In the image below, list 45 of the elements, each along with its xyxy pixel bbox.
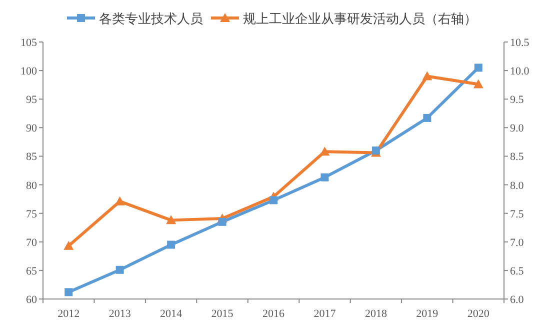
legend-label: 各类专业技术人员 (99, 12, 203, 27)
point (116, 266, 124, 274)
point (423, 114, 432, 122)
point (320, 173, 329, 182)
point (64, 288, 73, 296)
y-tick-label: 60 (26, 294, 38, 306)
y2-tick-label: 10.0 (510, 66, 530, 78)
point (114, 196, 125, 206)
point (474, 64, 482, 72)
y2-tick-label: 6.0 (510, 294, 524, 306)
x-tick-label: 2013 (108, 308, 132, 320)
y-tick-label: 100 (20, 66, 38, 78)
point (167, 240, 176, 249)
y-tick-label: 70 (26, 236, 38, 249)
point (320, 146, 330, 156)
point (473, 79, 484, 88)
y-tick-label: 75 (26, 208, 38, 220)
y2-tick-label: 6.5 (510, 265, 524, 278)
x-tick-label: 2020 (467, 308, 490, 320)
x-tick-label: 2019 (416, 308, 439, 320)
y-tick-label: 105 (20, 37, 38, 49)
point (422, 71, 432, 80)
y-tick-label: 90 (26, 122, 38, 135)
y-tick-label: 65 (26, 265, 38, 278)
point (64, 240, 74, 250)
y2-tick-label: 9.5 (510, 94, 524, 106)
y2-tick-label: 8.0 (510, 180, 524, 192)
x-tick-label: 2015 (211, 308, 234, 320)
y-tick-label: 85 (26, 151, 38, 164)
y2-tick-label: 9.0 (510, 122, 524, 135)
y2-tick-label: 10.5 (510, 37, 530, 49)
point (166, 215, 176, 224)
x-tick-label: 2012 (58, 308, 80, 320)
legend-label: 规上工业企业从事研发活动人员（右轴） (243, 12, 477, 27)
x-tick-label: 2018 (364, 308, 388, 320)
x-tick-label: 2014 (160, 308, 183, 320)
y-tick-label: 80 (26, 180, 38, 192)
y2-tick-label: 7.0 (510, 236, 524, 249)
y-tick-label: 95 (26, 94, 38, 106)
y2-tick-label: 8.5 (510, 151, 524, 164)
point (218, 218, 226, 226)
x-tick-label: 2016 (262, 308, 285, 320)
y2-tick-label: 7.5 (510, 208, 524, 220)
x-tick-label: 2017 (314, 308, 336, 320)
point (270, 196, 278, 204)
